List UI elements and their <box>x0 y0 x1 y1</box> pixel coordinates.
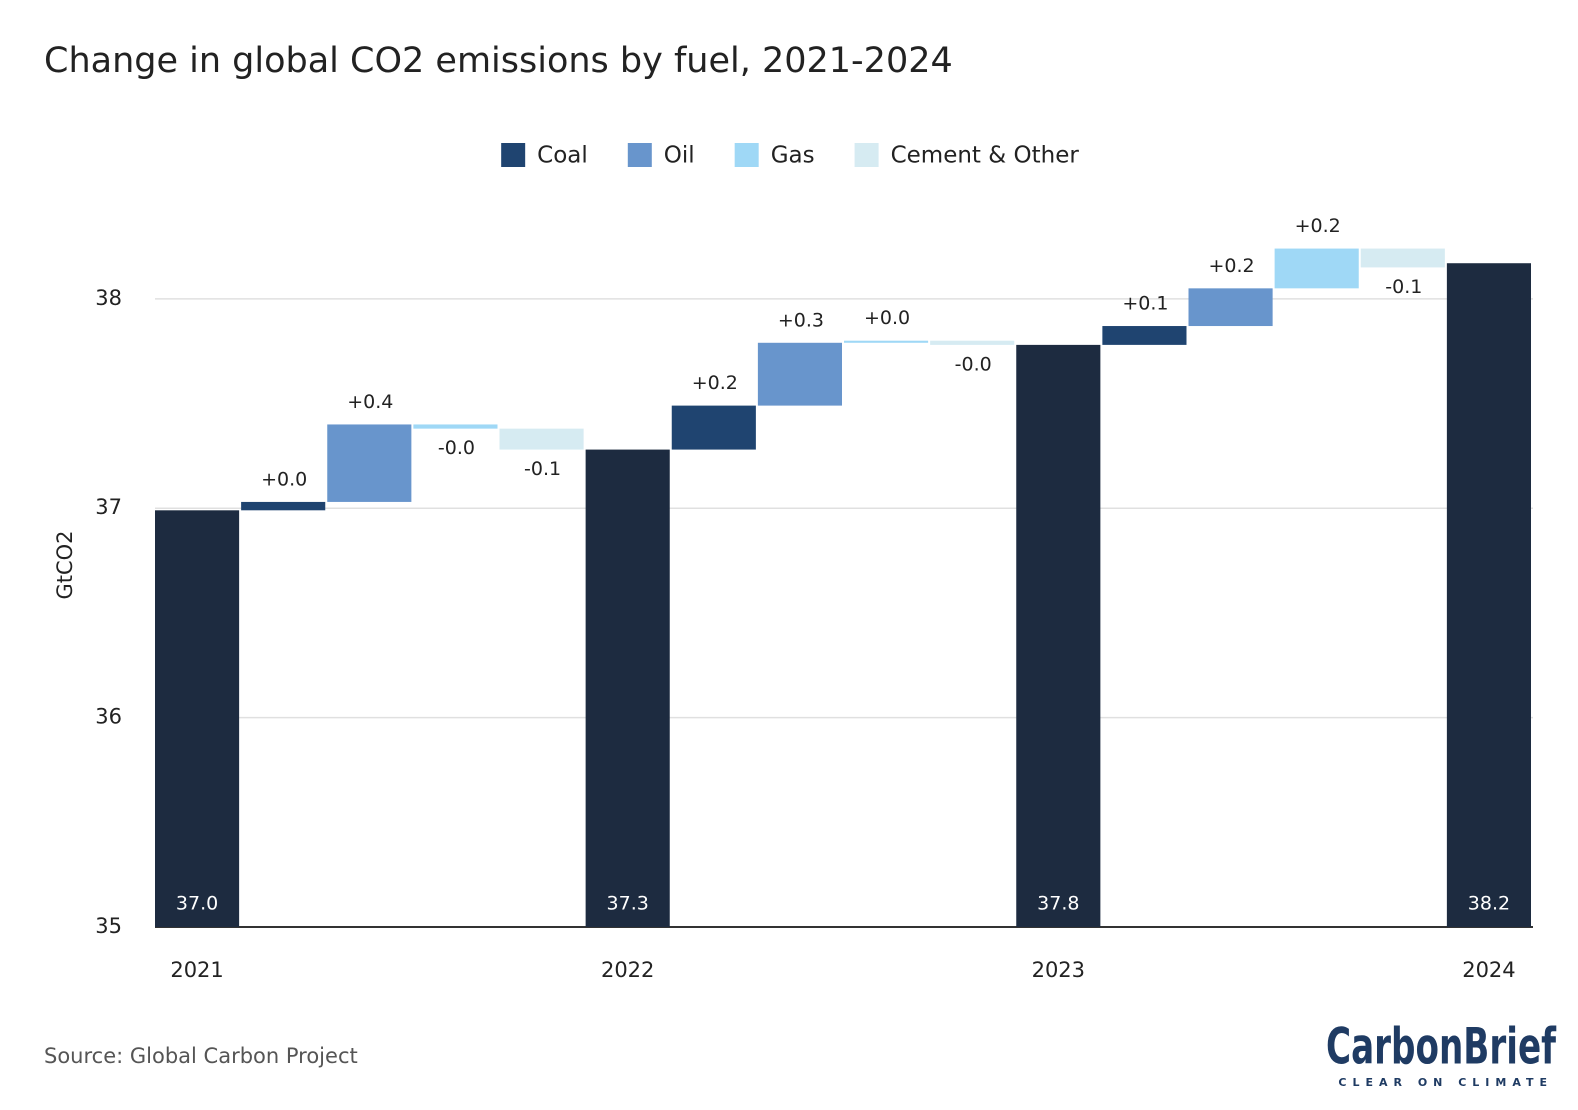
y-axis-label: GtCO2 <box>53 530 77 599</box>
y-tick-label: 37 <box>95 495 122 519</box>
change-label: +0.4 <box>347 391 393 413</box>
total-bar <box>1016 344 1101 927</box>
change-label: +0.0 <box>261 468 307 490</box>
total-label: 37.3 <box>607 893 649 915</box>
change-label: -0.0 <box>438 437 475 459</box>
change-label: -0.0 <box>955 353 992 375</box>
change-bar <box>930 340 1015 345</box>
change-bar <box>844 340 929 343</box>
x-tick-label: 2021 <box>170 958 223 982</box>
change-bar <box>1188 288 1273 327</box>
change-bar <box>671 405 756 450</box>
legend-label: Cement & Other <box>891 143 1080 169</box>
x-tick-label: 2022 <box>601 958 654 982</box>
total-bar <box>1446 263 1531 928</box>
x-tick-label: 2023 <box>1032 958 1085 982</box>
change-bar <box>1360 248 1445 268</box>
change-label: +0.2 <box>1208 255 1254 277</box>
total-label: 37.8 <box>1037 893 1079 915</box>
total-bar <box>585 449 670 927</box>
legend-label: Coal <box>537 143 588 169</box>
change-label: +0.3 <box>778 309 824 331</box>
legend-label: Gas <box>771 143 815 169</box>
change-bar <box>757 342 842 406</box>
y-tick-label: 38 <box>95 286 122 310</box>
change-label: -0.1 <box>524 458 561 480</box>
change-label: +0.1 <box>1122 293 1168 315</box>
change-bar <box>499 428 584 450</box>
change-label: +0.2 <box>692 372 738 394</box>
legend-swatch <box>734 143 759 167</box>
change-label: +0.2 <box>1295 215 1341 237</box>
chart-title: Change in global CO2 emissions by fuel, … <box>44 41 953 81</box>
change-bar <box>1102 326 1187 345</box>
change-bar <box>413 424 498 429</box>
total-label: 37.0 <box>176 893 218 915</box>
y-tick-label: 35 <box>95 914 122 938</box>
change-label: -0.1 <box>1385 276 1422 298</box>
legend-swatch <box>854 143 879 167</box>
x-tick-label: 2024 <box>1462 958 1515 982</box>
total-label: 38.2 <box>1468 893 1510 915</box>
change-bar <box>241 501 326 511</box>
legend-label: Oil <box>664 143 695 169</box>
change-bar <box>327 424 412 502</box>
source: Source: Global Carbon Project <box>44 1044 358 1068</box>
legend-swatch <box>501 143 526 167</box>
y-tick-label: 36 <box>95 705 122 729</box>
logo-name: CarbonBrief <box>1326 1018 1557 1076</box>
change-label: +0.0 <box>864 307 910 329</box>
legend-swatch <box>627 143 652 167</box>
logo-tagline: CLEAR ON CLIMATE <box>1338 1076 1553 1089</box>
total-bar <box>155 510 240 927</box>
change-bar <box>1274 248 1359 289</box>
